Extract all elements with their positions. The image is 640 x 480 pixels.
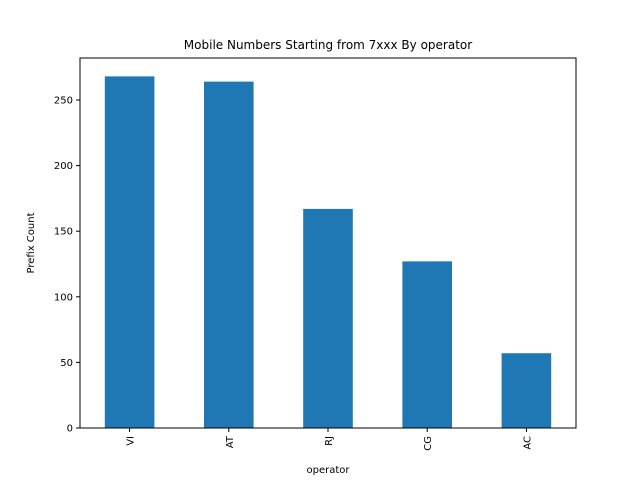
x-axis-label: operator: [306, 465, 350, 476]
y-tick-label-150: 150: [54, 227, 73, 238]
y-tick-label-250: 250: [54, 95, 73, 106]
y-tick-label-50: 50: [60, 358, 73, 369]
y-tick-label-0: 0: [67, 424, 73, 435]
x-tick-label-ac: AC: [522, 436, 533, 450]
x-tick-label-vi: VI: [126, 436, 137, 446]
x-tick-label-rj: RJ: [324, 436, 335, 446]
y-tick-label-100: 100: [54, 292, 73, 303]
plot-frame: [79, 57, 577, 429]
bar-rj: [303, 208, 353, 428]
bar-cg: [402, 261, 452, 428]
x-tick-label-at: AT: [225, 435, 236, 448]
bars-layer: [104, 76, 552, 429]
y-tick-label-200: 200: [54, 161, 73, 172]
chart-title: Mobile Numbers Starting from 7xxx By ope…: [184, 38, 472, 52]
x-tick-label-cg: CG: [423, 436, 434, 451]
y-axis: 0 50 100 150 200 250: [54, 95, 80, 435]
x-axis: VI AT RJ CG AC: [126, 428, 533, 451]
bar-at: [204, 81, 254, 429]
bar-vi: [104, 76, 155, 429]
bar-ac: [501, 353, 552, 428]
y-axis-label: Prefix Count: [26, 212, 37, 273]
